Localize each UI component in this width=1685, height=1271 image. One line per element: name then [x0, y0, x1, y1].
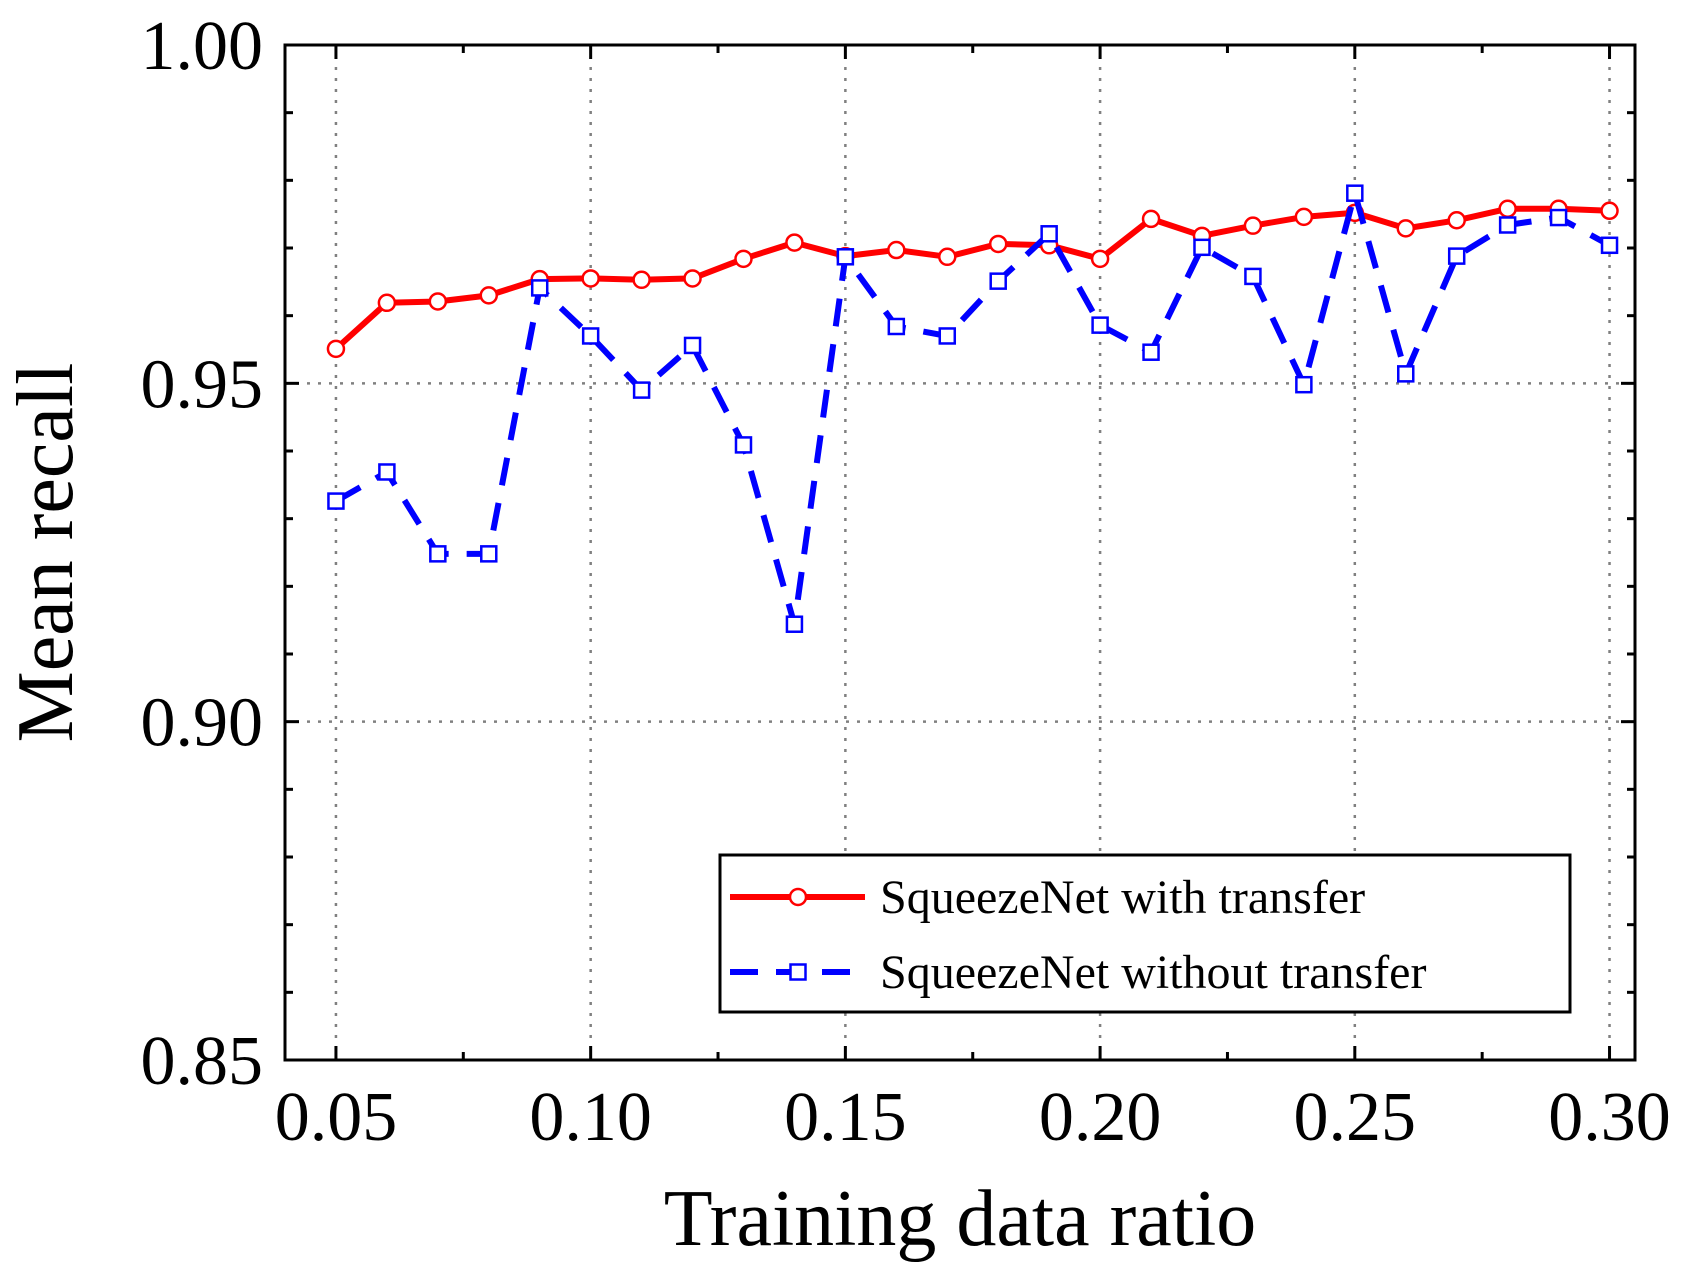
circle-marker	[1600, 201, 1619, 221]
circle-marker	[683, 269, 702, 288]
square-marker	[887, 317, 906, 336]
x-tick-label: 0.15	[784, 1079, 907, 1156]
square-marker	[1295, 375, 1313, 394]
circle-marker	[581, 269, 600, 288]
square-marker	[1193, 238, 1211, 257]
circle-marker	[1141, 209, 1161, 229]
legend-label: SqueezeNet without transfer	[880, 946, 1426, 999]
y-tick-label: 0.95	[141, 346, 264, 423]
legend-entries: SqueezeNet with transfer SqueezeNet witho…	[730, 871, 1426, 999]
square-marker	[1447, 247, 1466, 265]
square-marker	[1397, 365, 1415, 383]
square-marker	[1498, 216, 1517, 234]
square-marker	[378, 463, 396, 481]
legend: SqueezeNet with transfer SqueezeNet witho…	[718, 853, 1572, 1014]
circle-marker	[326, 339, 346, 359]
circle-marker	[785, 233, 804, 252]
circle-marker	[887, 240, 906, 260]
square-marker	[789, 963, 807, 981]
square-marker	[1549, 208, 1568, 227]
square-marker	[683, 336, 702, 355]
x-tick-label: 0.10	[529, 1079, 652, 1156]
series-group	[326, 184, 1619, 633]
circle-marker	[1090, 249, 1110, 269]
y-tick-label: 0.85	[141, 1023, 264, 1100]
square-marker	[836, 248, 855, 266]
circle-marker	[938, 247, 957, 267]
square-marker	[785, 615, 804, 633]
circle-marker	[428, 292, 448, 311]
square-marker	[429, 545, 447, 563]
square-marker	[530, 279, 549, 297]
legend-box	[718, 853, 1572, 1014]
x-tick-label: 0.20	[1039, 1079, 1162, 1156]
square-marker	[480, 545, 498, 563]
series-line	[334, 190, 1611, 628]
square-marker	[581, 327, 600, 345]
square-marker	[632, 381, 651, 399]
circle-marker	[734, 249, 753, 269]
circle-marker	[1294, 207, 1314, 227]
square-marker	[734, 436, 753, 454]
x-tick-label: 0.25	[1294, 1079, 1417, 1156]
y-tick-label: 0.90	[141, 685, 264, 762]
x-axis-label: Training data ratio	[664, 1175, 1257, 1263]
square-marker	[1142, 343, 1160, 361]
series-with-transfer	[326, 199, 1619, 359]
series-without-transfer	[327, 184, 1619, 633]
circle-marker	[1396, 219, 1416, 238]
y-axis-label: Mean recall	[2, 363, 90, 743]
circle-marker	[632, 270, 651, 290]
circle-marker	[1498, 199, 1517, 219]
square-marker	[938, 327, 957, 345]
legend-label: SqueezeNet with transfer	[880, 871, 1365, 924]
x-tick-label: 0.30	[1548, 1079, 1671, 1156]
axes: 0.05 0.10 0.15 0.20 0.25 0.30 0.85 0.90 0.95 1.00	[141, 8, 1671, 1156]
plot-frame	[283, 43, 1637, 1062]
square-marker	[1244, 267, 1262, 286]
circle-marker	[479, 286, 499, 305]
square-marker	[1091, 316, 1109, 334]
square-marker	[327, 492, 345, 510]
circle-marker	[377, 293, 397, 313]
circle-marker	[1243, 216, 1263, 235]
circle-marker	[788, 887, 808, 907]
square-marker	[1346, 184, 1364, 202]
legend-entry: SqueezeNet without transfer	[730, 946, 1426, 999]
legend-entry: SqueezeNet with transfer	[730, 871, 1365, 924]
square-marker	[1040, 225, 1058, 243]
y-tick-label: 1.00	[141, 8, 264, 85]
series-line	[333, 205, 1610, 352]
x-tick-label: 0.05	[275, 1079, 398, 1156]
circle-marker	[988, 234, 1008, 254]
square-marker	[989, 272, 1007, 290]
square-marker	[1600, 236, 1619, 255]
circle-marker	[1447, 211, 1466, 230]
